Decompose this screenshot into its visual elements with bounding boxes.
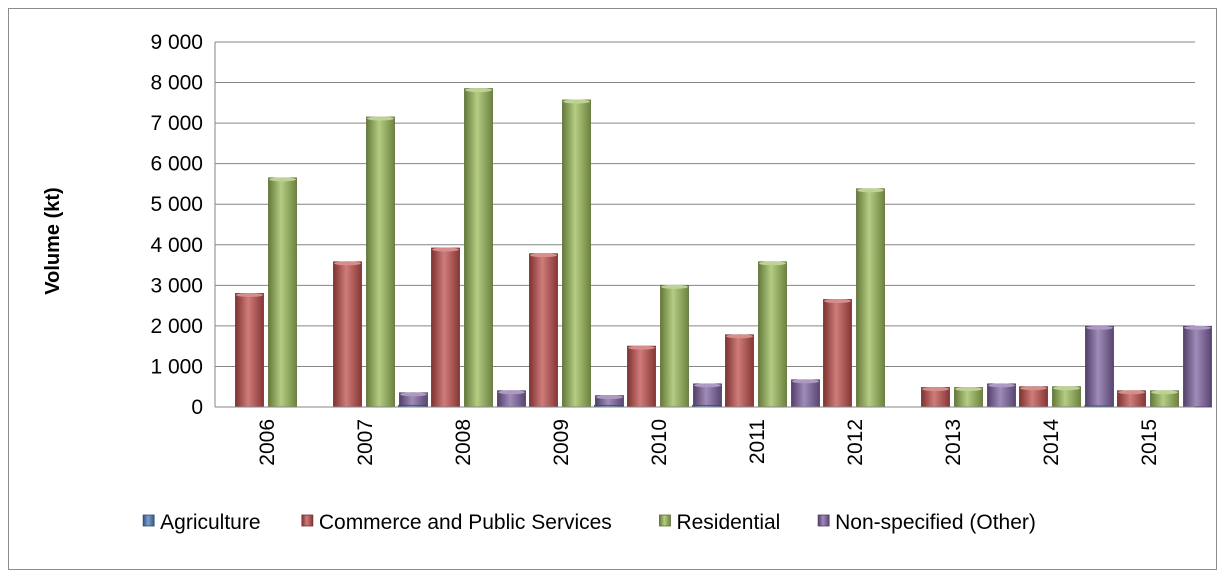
bar-top <box>1118 390 1145 395</box>
bar-top <box>334 261 361 266</box>
bar-top <box>988 383 1015 388</box>
x-tick-label: 2009 <box>550 419 573 466</box>
y-tick-label: 5 000 <box>150 193 203 216</box>
bar-top <box>498 390 525 395</box>
bars <box>235 88 1212 408</box>
bar-commerce-and-public-services-2006 <box>235 293 264 408</box>
bar-top <box>628 345 655 350</box>
bar-residential-2012 <box>856 188 885 408</box>
bar-commerce-and-public-services-2009 <box>529 253 558 408</box>
bar-top <box>661 284 688 289</box>
bar-non-specified-other-2015 <box>1183 325 1212 408</box>
bar-top <box>694 383 721 388</box>
x-tick-label: 2013 <box>942 419 965 466</box>
bar-top <box>465 88 492 93</box>
axes <box>214 42 1195 408</box>
bar-residential-2006 <box>268 177 297 408</box>
gridlines <box>215 41 1195 367</box>
bar-commerce-and-public-services-2011 <box>725 334 754 408</box>
legend-label: Residential <box>676 511 780 534</box>
y-tick-label: 9 000 <box>150 31 203 54</box>
bar-top <box>922 387 949 392</box>
bar-non-specified-other-2014 <box>1085 325 1114 408</box>
y-tick-label: 6 000 <box>150 153 203 176</box>
bar-top <box>596 395 623 400</box>
bar-residential-2011 <box>758 261 787 408</box>
bar-top <box>563 99 590 104</box>
bar-top <box>726 334 753 339</box>
bar-residential-2008 <box>464 88 493 408</box>
legend-swatch <box>659 514 671 527</box>
y-axis-tick-labels: 0 1 000 2 000 3 000 4 000 5 000 6 000 7 000 8 00… <box>150 31 203 419</box>
y-tick-label: 7 000 <box>150 112 203 135</box>
bar-commerce-and-public-services-2012 <box>823 299 852 408</box>
legend-swatch <box>817 514 830 527</box>
bar-commerce-and-public-services-2008 <box>431 247 460 408</box>
bar-residential-2009 <box>562 99 591 408</box>
bar-commerce-and-public-services-2010 <box>627 345 656 408</box>
bar-non-specified-other-2011 <box>791 379 820 408</box>
bar-commerce-and-public-services-2007 <box>333 261 362 408</box>
y-tick-label: 2 000 <box>150 315 203 338</box>
bar-top <box>236 292 263 297</box>
chart-frame: 0 1 000 2 000 3 000 4 000 5 000 6 000 7 000 8 00… <box>8 8 1217 570</box>
x-tick-label: 2006 <box>256 419 279 466</box>
bar-residential-2007 <box>366 116 395 408</box>
y-tick-label: 8 000 <box>150 72 203 95</box>
legend-swatch <box>301 514 314 527</box>
legend-item: Residential <box>659 511 780 534</box>
legend-label: Non-specified (Other) <box>835 511 1036 534</box>
x-tick-label: 2010 <box>648 419 671 466</box>
bar-top <box>1053 386 1080 391</box>
x-tick-label: 2012 <box>844 419 867 466</box>
bar-top <box>1086 325 1113 330</box>
legend-item: Non-specified (Other) <box>817 511 1036 534</box>
bar-top <box>367 116 394 121</box>
y-tick-label: 1 000 <box>150 355 203 378</box>
y-axis-title: Volume (kt) <box>42 187 64 294</box>
bar-top <box>759 261 786 266</box>
legend-item: Commerce and Public Services <box>301 511 612 534</box>
y-tick-label: 0 <box>191 396 203 419</box>
y-tick-label: 3 000 <box>150 274 203 297</box>
x-tick-label: 2011 <box>746 419 769 464</box>
x-tick-label: 2008 <box>452 419 475 466</box>
x-tick-label: 2015 <box>1138 419 1161 466</box>
bar-top <box>400 392 427 397</box>
bar-top <box>432 247 459 252</box>
bar-top <box>530 253 557 258</box>
legend-label: Commerce and Public Services <box>319 511 612 534</box>
y-tick-label: 4 000 <box>150 234 203 257</box>
bar-top <box>269 177 296 182</box>
bar-residential-2010 <box>660 284 689 408</box>
legend-label: Agriculture <box>160 511 260 534</box>
bar-top <box>1020 386 1047 391</box>
bar-top <box>824 299 851 304</box>
bar-top <box>1184 325 1211 330</box>
bar-top <box>857 188 884 193</box>
x-axis-tick-labels: 2006 2007 2008 2009 2010 2011 2012 2013 2014 2015 <box>256 419 1161 466</box>
chart-canvas: 0 1 000 2 000 3 000 4 000 5 000 6 000 7 000 8 00… <box>42 31 1212 534</box>
bar-top <box>1151 390 1178 395</box>
x-tick-label: 2007 <box>354 419 377 466</box>
legend-swatch <box>142 514 155 527</box>
x-tick-label: 2014 <box>1040 419 1063 466</box>
legend-item: Agriculture <box>142 511 261 534</box>
bar-top <box>955 387 982 392</box>
legend: Agriculture Commerce and Public Services R… <box>142 511 1036 534</box>
bar-top <box>792 379 819 384</box>
